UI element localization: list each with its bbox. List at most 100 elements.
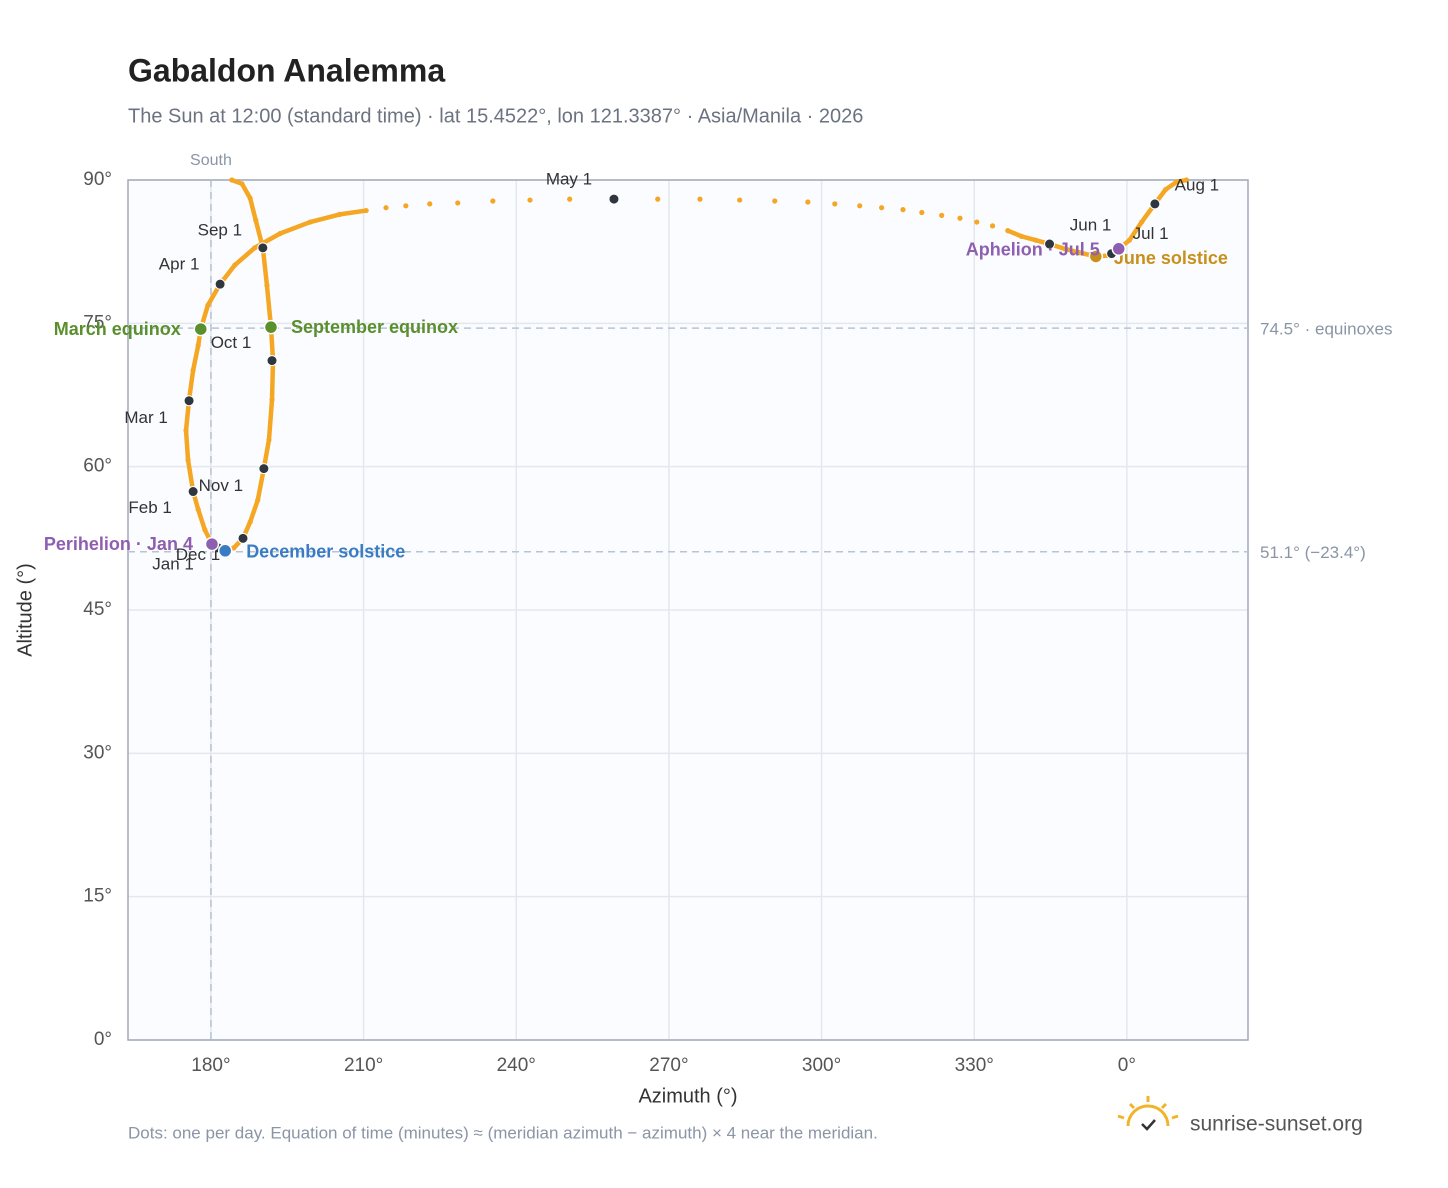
reference-label: 51.1° (−23.4°) <box>1260 543 1366 562</box>
sun-dot <box>879 205 885 211</box>
y-tick-label: 15° <box>83 886 112 907</box>
curve-segment <box>1127 219 1144 243</box>
x-tick-label: 0° <box>1118 1055 1136 1076</box>
month-label: Oct 1 <box>211 333 252 352</box>
sun-dot <box>307 219 313 225</box>
x-tick-label: 300° <box>802 1055 841 1076</box>
curve-segment <box>195 507 208 532</box>
footnote: Dots: one per day. Equation of time (min… <box>128 1123 878 1142</box>
event-marker <box>1111 241 1126 257</box>
event-marker <box>263 319 279 335</box>
sun-dot <box>252 245 258 251</box>
curve-segment <box>232 245 257 268</box>
sun-dot <box>231 545 237 551</box>
brand: sunrise-sunset.org <box>1190 1113 1363 1136</box>
curve-segment <box>266 397 275 443</box>
sun-dot <box>1162 186 1169 193</box>
sun-dot <box>383 205 389 211</box>
x-tick-label: 180° <box>191 1055 230 1076</box>
sun-dot <box>1139 219 1145 225</box>
sun-dot <box>527 197 533 203</box>
curve-segment <box>247 195 258 223</box>
sun-dot <box>229 177 235 183</box>
sun-dot <box>205 302 211 308</box>
x-tick-label: 270° <box>649 1055 688 1076</box>
month-label: May 1 <box>546 170 592 189</box>
curve-segment <box>186 367 196 403</box>
sun-dot <box>1174 179 1180 185</box>
month-label: Nov 1 <box>199 476 243 495</box>
month-label: Jun 1 <box>1070 216 1112 235</box>
sun-dot <box>264 282 270 288</box>
month-marker <box>187 486 199 498</box>
chart-subtitle: The Sun at 12:00 (standard time) · lat 1… <box>128 105 863 127</box>
sun-dot <box>974 219 980 225</box>
event-marker <box>217 543 233 559</box>
sun-dot <box>1126 237 1133 243</box>
sun-dot <box>567 196 573 202</box>
sun-dot <box>939 212 945 218</box>
sun-dot <box>403 203 409 209</box>
sun-dot <box>1033 237 1039 243</box>
sun-dot <box>190 367 196 373</box>
sun-dot <box>900 207 906 213</box>
event-marker <box>1088 249 1104 264</box>
sun-dot <box>919 209 925 216</box>
chart-title: Gabaldon Analemma <box>128 52 445 88</box>
sun-dot <box>805 199 811 205</box>
sun-dot <box>772 198 778 204</box>
month-label: Aug 1 <box>1175 175 1219 194</box>
x-axis-label: Azimuth (°) <box>638 1085 737 1107</box>
month-marker <box>1149 198 1161 210</box>
y-axis-label: Altitude (°) <box>14 563 36 657</box>
sun-dot <box>1076 250 1083 256</box>
sun-dot <box>989 223 996 229</box>
y-tick-label: 0° <box>94 1029 112 1050</box>
curve-segment <box>269 358 276 403</box>
y-tick-label: 75° <box>83 312 112 333</box>
curve-segment <box>277 219 313 236</box>
month-marker <box>1044 238 1056 250</box>
month-label: Mar 1 <box>124 408 167 427</box>
sun-dot <box>655 196 661 202</box>
month-label: Jul 1 <box>1133 224 1169 243</box>
sun-dot <box>202 527 208 533</box>
event-marker <box>204 536 220 552</box>
month-marker <box>257 242 269 254</box>
sun-dot <box>455 200 461 206</box>
sun-dot <box>232 262 238 268</box>
curve-segment <box>190 343 201 373</box>
x-tick-label: 210° <box>344 1055 383 1076</box>
sun-dot <box>957 215 963 221</box>
sun-dot <box>266 437 272 443</box>
event-label: Aphelion · Jul 5 <box>966 240 1100 260</box>
sun-dot <box>195 507 201 513</box>
month-label: Sep 1 <box>198 220 242 239</box>
event-label: September equinox <box>291 317 458 337</box>
sun-dot <box>195 342 201 348</box>
month-marker <box>608 193 620 205</box>
sun-dot <box>1018 233 1025 239</box>
sun-dot <box>183 427 189 433</box>
month-label: Feb 1 <box>128 498 171 517</box>
event-label: December solstice <box>246 542 405 562</box>
event-label: March equinox <box>54 319 181 339</box>
month-marker <box>237 532 249 544</box>
plot-border <box>127 179 1249 1041</box>
curve-segment <box>260 245 270 288</box>
sun-dot <box>1183 177 1190 183</box>
y-tick-label: 90° <box>83 169 112 190</box>
sun-dot <box>337 211 343 217</box>
sun-dot <box>185 457 191 463</box>
sun-dot <box>1062 246 1068 252</box>
sun-dot <box>737 197 743 203</box>
sun-dot <box>697 196 703 202</box>
sun-dot <box>277 230 283 237</box>
curve-segment <box>247 497 261 525</box>
curve-segment <box>239 181 253 201</box>
sun-dot <box>247 195 253 201</box>
meridian-label: South <box>190 152 232 169</box>
event-label: June solstice <box>1114 248 1228 268</box>
sun-dot <box>239 181 245 187</box>
